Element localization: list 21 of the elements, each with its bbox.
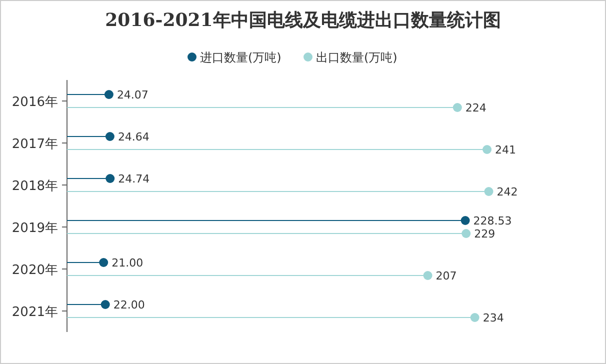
y-tick-label: 2017年: [12, 137, 58, 152]
legend-label: 进口数量(万吨): [200, 50, 282, 64]
data-label: 241: [495, 144, 516, 156]
data-label: 24.64: [118, 130, 150, 144]
y-tick-label: 2016年: [12, 95, 58, 110]
y-tick-label: 2020年: [12, 263, 58, 278]
data-label: 234: [482, 312, 504, 324]
data-label: 229: [474, 228, 496, 240]
data-label: 224: [465, 102, 486, 114]
y-tick-label: 2018年: [12, 179, 58, 194]
data-label: 242: [496, 186, 518, 198]
data-label: 21.00: [112, 256, 144, 270]
data-label: 207: [436, 270, 457, 282]
data-label: 24.07: [116, 88, 148, 102]
data-label: 228.53: [473, 214, 512, 228]
legend-label: 出口数量(万吨): [316, 50, 398, 64]
data-label: 24.74: [118, 172, 150, 186]
y-tick-label: 2019年: [12, 221, 58, 236]
chart-title: 2016-2021年中国电线及电缆进出口数量统计图: [105, 10, 501, 31]
data-label: 22.00: [113, 298, 145, 312]
y-tick-label: 2021年: [12, 305, 58, 320]
